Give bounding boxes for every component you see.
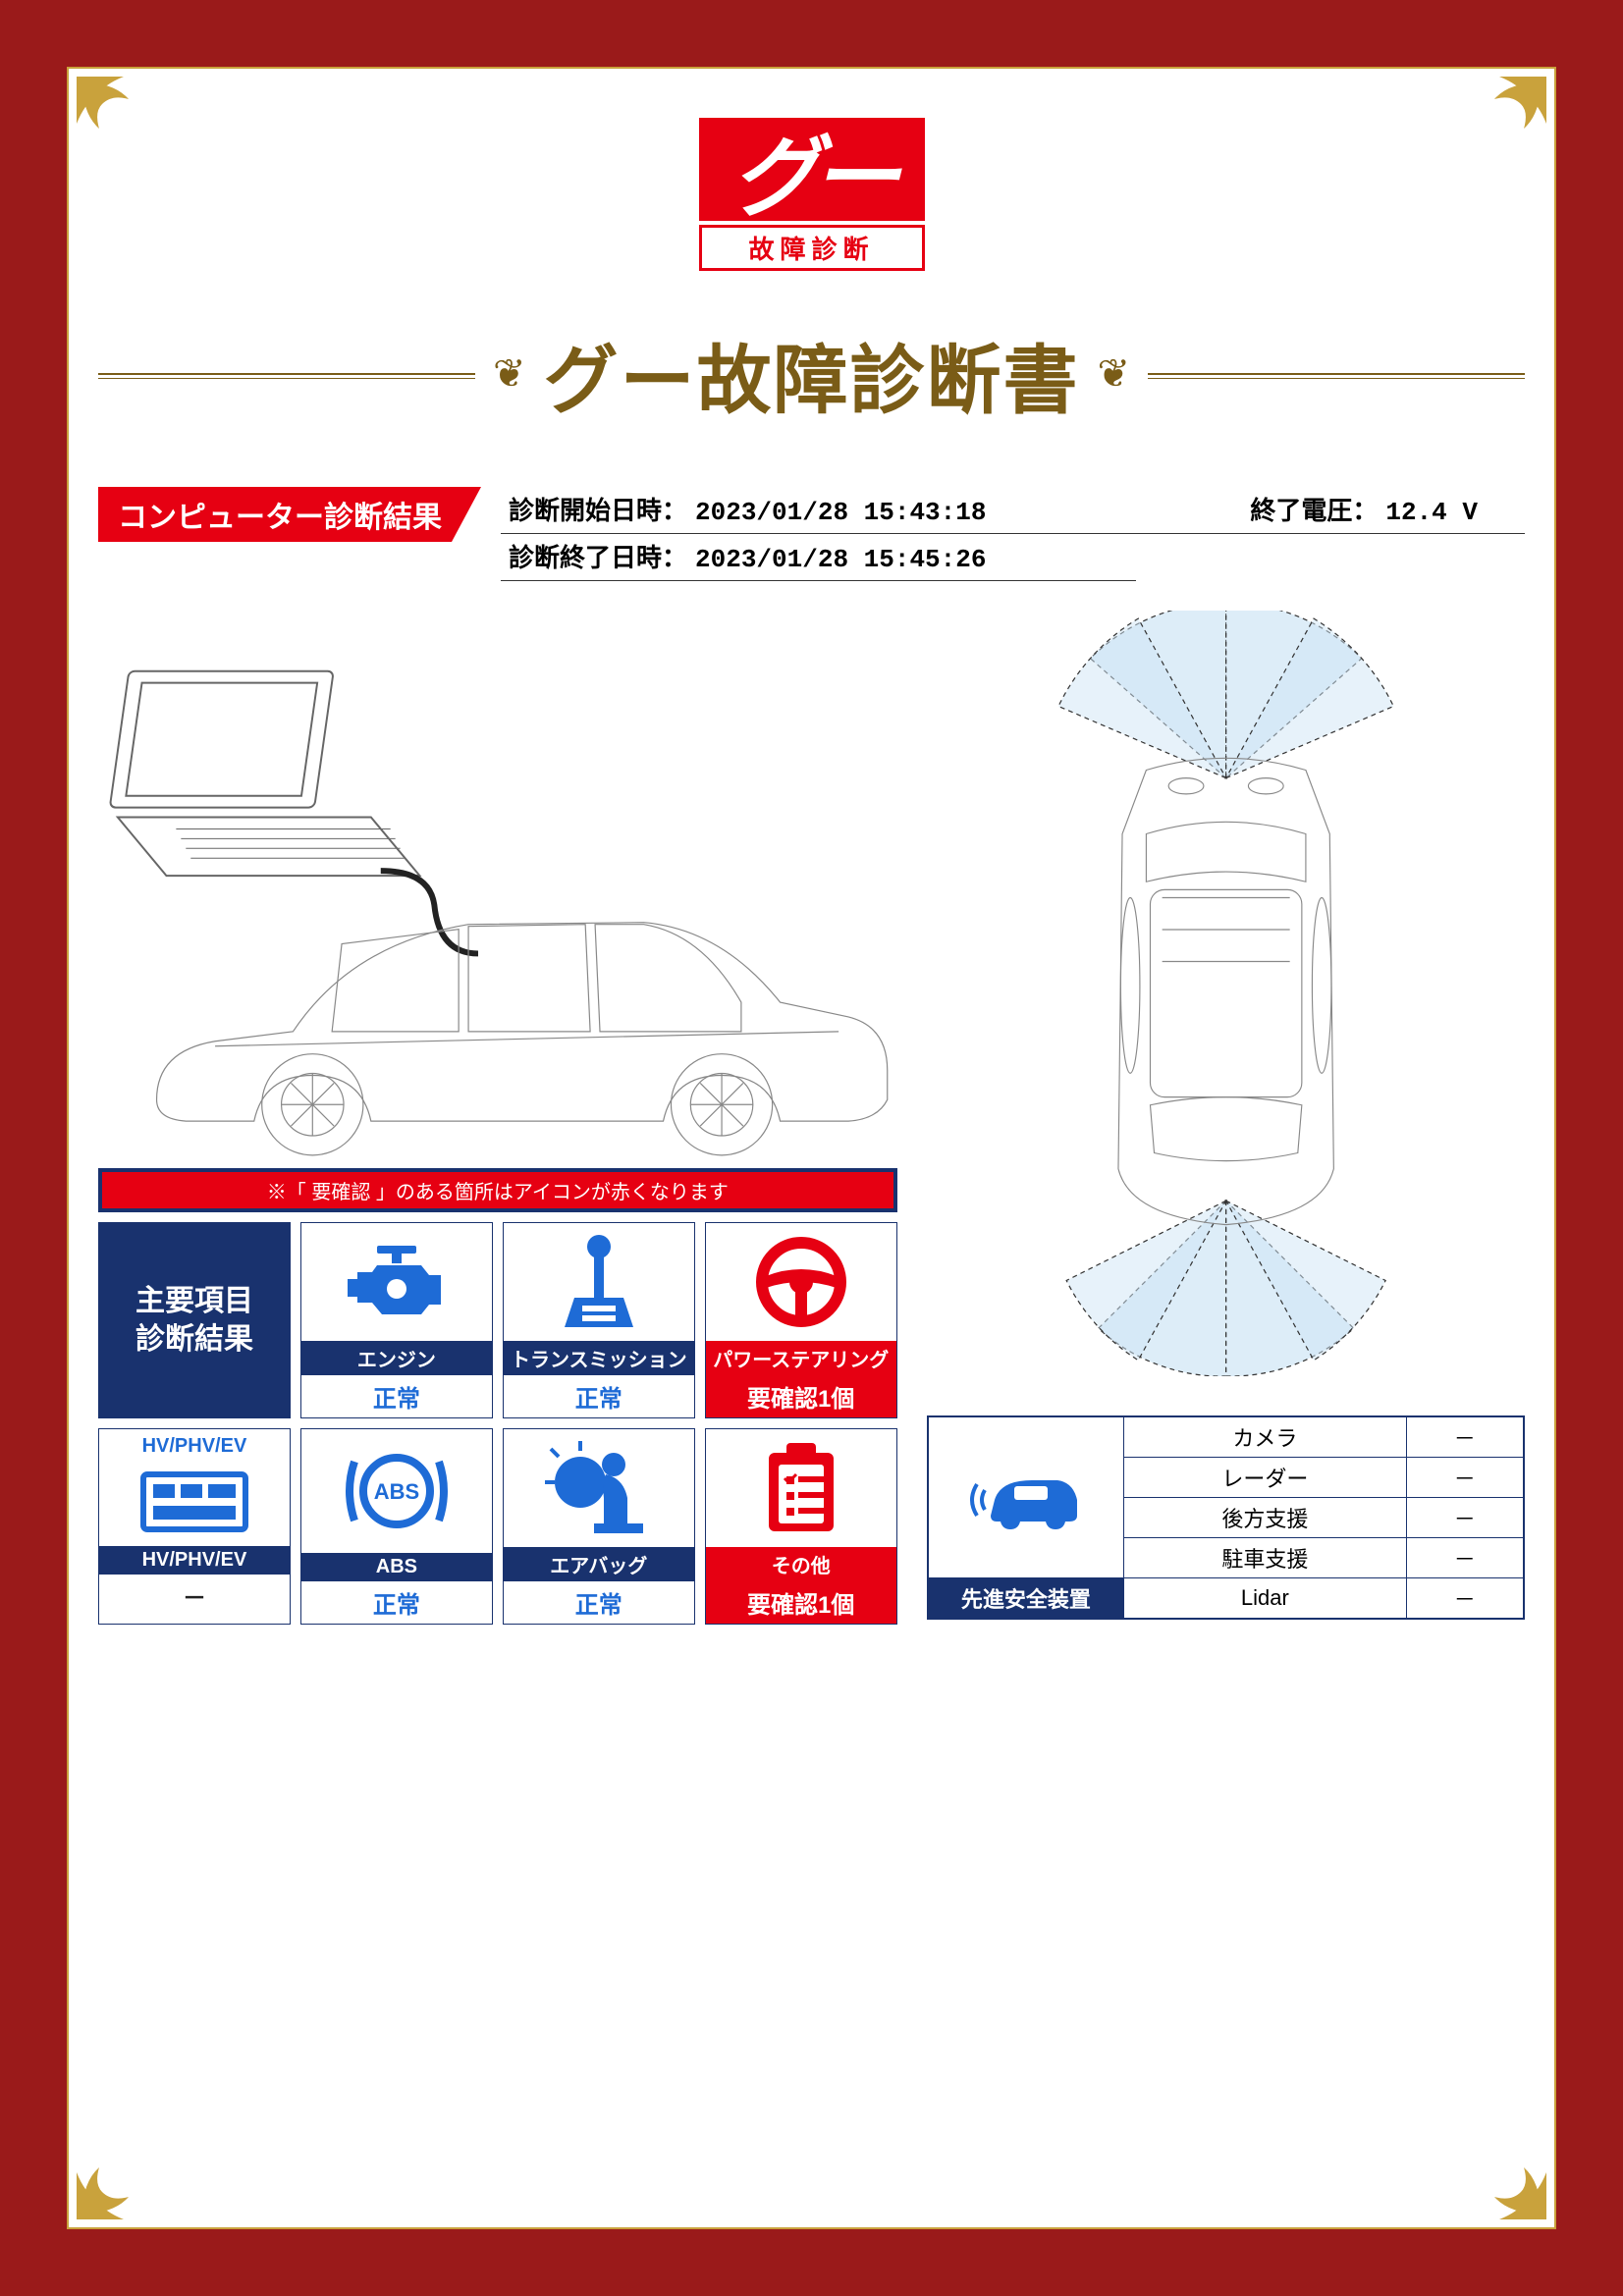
tile-transmission: トランスミッション 正常 <box>503 1222 695 1418</box>
safety-row-value: － <box>1406 1538 1524 1578</box>
safety-row-value: － <box>1406 1416 1524 1458</box>
svg-text:ABS: ABS <box>374 1479 419 1504</box>
logo-mark: グー <box>699 118 925 221</box>
end-value: 2023/01/28 15:45:26 <box>695 545 986 574</box>
safety-row-label: Lidar <box>1124 1578 1406 1620</box>
battery-ecu-icon <box>99 1458 290 1546</box>
tile-power-steering: パワーステアリング 要確認1個 <box>705 1222 897 1418</box>
tile-status: 正常 <box>301 1581 492 1624</box>
tile-status: 正常 <box>504 1375 694 1417</box>
start-value: 2023/01/28 15:43:18 <box>695 498 986 527</box>
clipboard-icon <box>706 1429 896 1547</box>
tile-airbag: エアバッグ 正常 <box>503 1428 695 1625</box>
engine-icon <box>301 1223 492 1341</box>
tile-name: エンジン <box>301 1341 492 1375</box>
diag-header-text: 主要項目 診断結果 <box>135 1282 253 1359</box>
tile-name: トランスミッション <box>504 1341 694 1375</box>
tile-engine: エンジン 正常 <box>300 1222 493 1418</box>
car-top-sensor-diagram <box>927 611 1525 1376</box>
title-row: ❦ グー故障診断書 ❦ <box>98 320 1525 428</box>
meta-block: 診断開始日時： 2023/01/28 15:43:18 終了電圧： 12.4 V… <box>501 487 1525 581</box>
safety-row-value: － <box>1406 1458 1524 1498</box>
tile-status: － <box>99 1575 290 1617</box>
safety-car-icon <box>928 1416 1124 1578</box>
safety-title: 先進安全装置 <box>928 1578 1124 1620</box>
section-ribbon: コンピューター診断結果 <box>98 487 481 542</box>
tile-name: HV/PHV/EV <box>99 1546 290 1575</box>
safety-row-label: 後方支援 <box>1124 1498 1406 1538</box>
volt-label: 終了電圧： <box>1250 491 1378 527</box>
tile-other: その他 要確認1個 <box>705 1428 897 1625</box>
tile-status: 正常 <box>301 1375 492 1417</box>
tile-name: ABS <box>301 1553 492 1581</box>
safety-equipment-table: カメラ－レーダー－後方支援－駐車支援－先進安全装置Lidar－ <box>927 1415 1525 1620</box>
flourish-right-icon: ❦ <box>1098 351 1131 397</box>
hv-top-label: HV/PHV/EV <box>99 1429 290 1458</box>
safety-row-label: カメラ <box>1124 1416 1406 1458</box>
flourish-left-icon: ❦ <box>493 351 526 397</box>
car-side-diagram <box>98 611 897 1160</box>
end-label: 診断終了日時： <box>509 538 687 574</box>
airbag-icon <box>504 1429 694 1547</box>
tile-hv: HV/PHV/EV HV/PHV/EV － <box>98 1428 291 1625</box>
abs-icon: ABS <box>301 1429 492 1553</box>
tile-name: パワーステアリング <box>706 1341 896 1375</box>
safety-row-value: － <box>1406 1578 1524 1620</box>
page-title: グー故障診断書 <box>544 320 1080 428</box>
diag-header-tile: 主要項目 診断結果 <box>98 1222 291 1418</box>
transmission-icon <box>504 1223 694 1341</box>
tile-status: 正常 <box>504 1581 694 1624</box>
logo-block: グー 故障診断 <box>98 118 1525 271</box>
tile-name: その他 <box>706 1547 896 1581</box>
tile-status: 要確認1個 <box>706 1375 896 1417</box>
tile-status: 要確認1個 <box>706 1581 896 1624</box>
tile-abs: ABS ABS 正常 <box>300 1428 493 1625</box>
steering-wheel-icon <box>706 1223 896 1341</box>
start-label: 診断開始日時： <box>509 491 687 527</box>
diagnostic-grid: 主要項目 診断結果 エンジン 正常 <box>98 1222 897 1625</box>
notice-bar: ※「 要確認 」のある箇所はアイコンが赤くなります <box>98 1168 897 1212</box>
tile-name: エアバッグ <box>504 1547 694 1581</box>
safety-row-label: 駐車支援 <box>1124 1538 1406 1578</box>
safety-row-value: － <box>1406 1498 1524 1538</box>
volt-value: 12.4 V <box>1385 498 1478 527</box>
safety-row-label: レーダー <box>1124 1458 1406 1498</box>
